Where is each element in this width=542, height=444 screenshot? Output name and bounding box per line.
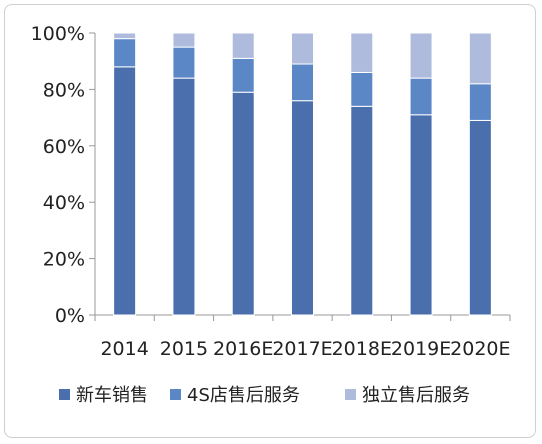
bar-segment — [231, 57, 255, 93]
x-tick-label: 2019E — [391, 338, 451, 360]
y-tick-label: 60% — [43, 136, 85, 158]
bar-segment — [231, 91, 255, 316]
bar-segment — [468, 83, 492, 121]
bar-segment — [291, 32, 314, 65]
y-tick-label: 20% — [43, 249, 85, 271]
legend-swatch — [59, 389, 70, 400]
y-tick-label: 40% — [43, 192, 85, 214]
x-tick-label: 2020E — [450, 338, 510, 360]
bar-segment — [350, 105, 374, 316]
bar-segment — [350, 32, 374, 73]
legend-swatch — [170, 389, 181, 400]
x-tick-label: 2014 — [100, 338, 148, 360]
bar-segment — [468, 32, 492, 85]
bar-segment — [113, 32, 137, 40]
y-tick-group: 0% 20% 40% 60% 80% 100% — [31, 23, 95, 327]
bar-segment — [113, 66, 137, 316]
bar-segment — [409, 32, 433, 79]
bar-segment — [231, 32, 255, 59]
x-tick-label: 2018E — [332, 338, 392, 360]
legend-label: 4S店售后服务 — [187, 385, 300, 406]
legend-label: 新车销售 — [76, 385, 148, 406]
bar-segment — [172, 32, 196, 48]
y-tick-label: 0% — [55, 305, 85, 327]
x-tick-label: 2015 — [160, 338, 208, 360]
x-tick-label: 2016E — [213, 338, 273, 360]
bar-segment — [291, 63, 314, 102]
bar-segment — [291, 100, 314, 316]
legend-label: 独立售后服务 — [362, 385, 470, 406]
legend: 新车销售 4S店售后服务 独立售后服务 — [59, 385, 470, 406]
bar-segment — [409, 114, 433, 316]
bar-segment — [172, 77, 196, 316]
y-tick-label: 100% — [31, 23, 85, 45]
x-tick-label: 2017E — [272, 338, 332, 360]
bar-segment — [350, 71, 374, 107]
bar-segment — [113, 38, 137, 68]
chart-frame — [4, 4, 536, 438]
y-tick-label: 80% — [43, 79, 85, 101]
bar-segment — [468, 119, 492, 316]
bar-group — [113, 32, 492, 316]
legend-swatch — [345, 389, 356, 400]
bar-segment — [172, 46, 196, 79]
bar-segment — [409, 77, 433, 116]
